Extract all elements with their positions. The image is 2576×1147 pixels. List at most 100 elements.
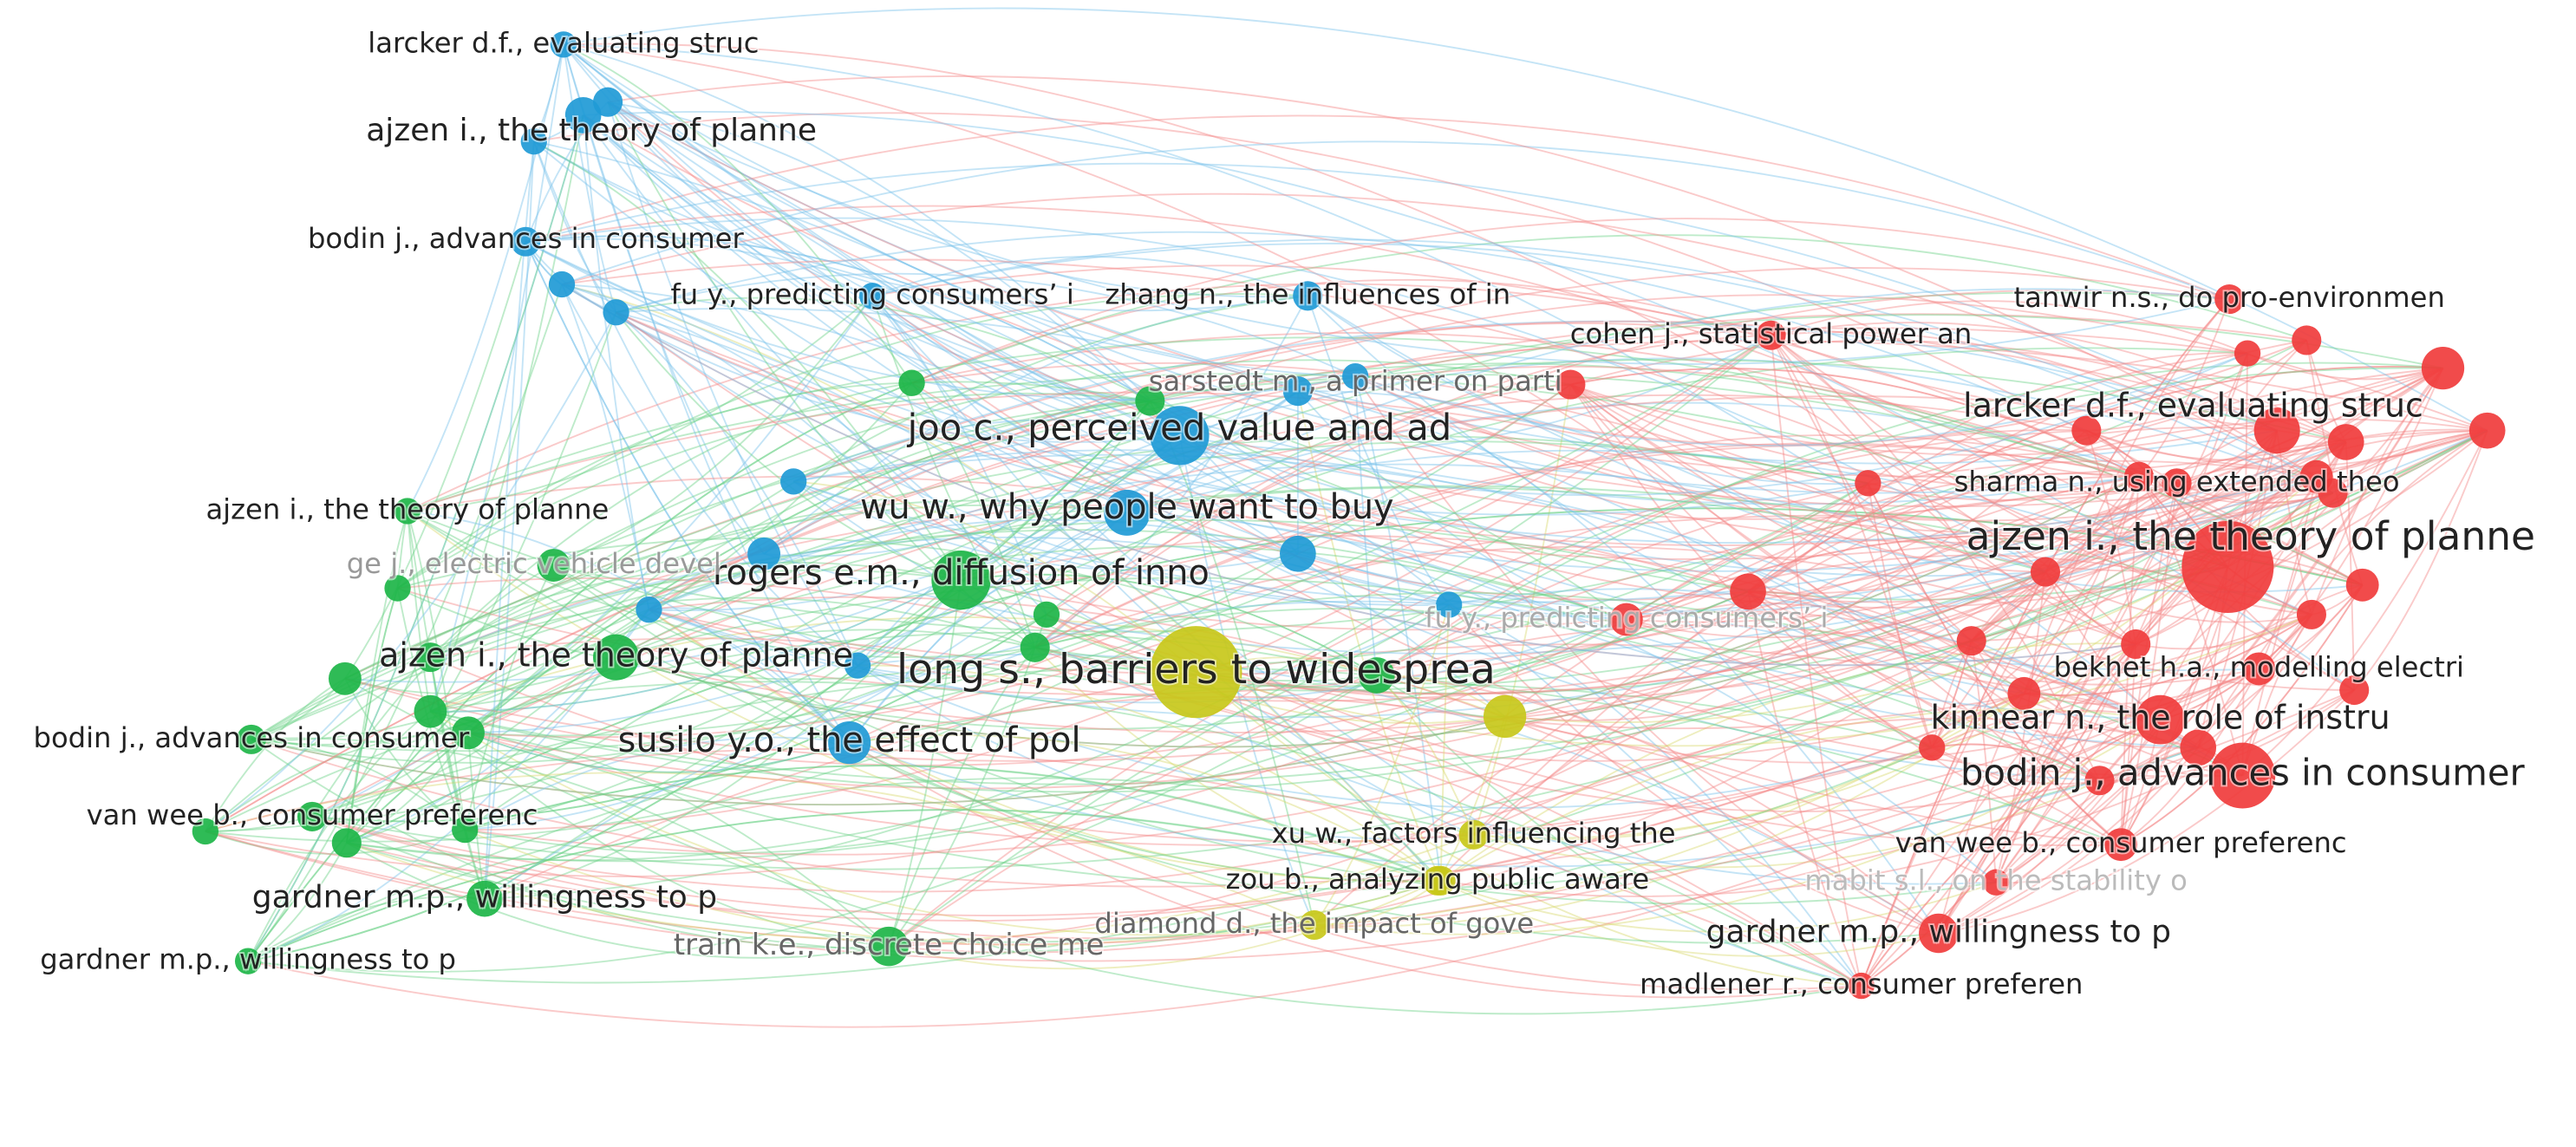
node [1483, 694, 1527, 738]
edge [561, 283, 2136, 667]
edge [1570, 383, 2488, 493]
edge [1376, 675, 1862, 987]
edge [616, 307, 2101, 782]
edge [251, 668, 2260, 888]
edge [247, 114, 584, 962]
node [1609, 603, 1643, 636]
edge [247, 441, 2347, 984]
edge [1314, 604, 1451, 926]
edge [649, 609, 851, 744]
edge [1971, 492, 2333, 642]
edge [563, 43, 913, 384]
edge [430, 637, 1862, 987]
node [2136, 694, 2186, 745]
edge [344, 390, 1299, 683]
edge [1046, 383, 1571, 616]
edge [911, 381, 1627, 621]
edge [467, 732, 850, 773]
edge [888, 879, 1438, 970]
edge [465, 512, 1128, 831]
edge [1868, 482, 2136, 645]
edge [2353, 430, 2488, 691]
edge [1938, 368, 2444, 935]
edge [792, 480, 1299, 572]
edge [205, 668, 2260, 946]
edge [251, 485, 2312, 740]
edge [205, 434, 1181, 832]
edge [1149, 400, 2228, 601]
edge [1995, 368, 2444, 883]
edge [525, 114, 2230, 300]
edge [1747, 429, 2278, 595]
edge [561, 283, 650, 610]
node [844, 652, 871, 679]
edge [247, 777, 1474, 962]
edge [1179, 352, 2248, 497]
edge [607, 101, 2346, 478]
edge [792, 475, 2317, 617]
edge [1938, 668, 2260, 935]
node [1458, 819, 1489, 850]
edge [561, 283, 1047, 616]
edge [429, 114, 584, 713]
edge [2086, 429, 2347, 461]
edge [1861, 643, 2137, 987]
edge [1126, 512, 1997, 883]
edge [2136, 614, 2312, 650]
edge [407, 44, 564, 512]
edge [2086, 339, 2307, 432]
edge [1437, 879, 1940, 957]
edge [430, 681, 1862, 987]
edge [525, 217, 2046, 573]
edge [1867, 483, 1934, 748]
node [1150, 406, 1210, 466]
edges [205, 7, 2488, 1028]
edge [2135, 367, 2443, 645]
edge [1354, 352, 2248, 446]
edge [1196, 613, 2312, 747]
edge [430, 429, 2488, 785]
edge [251, 475, 2140, 806]
edge [2086, 429, 2488, 468]
edge [561, 283, 1180, 443]
edge [1034, 383, 1571, 648]
edge [464, 736, 850, 831]
edge [583, 111, 2355, 691]
edge [616, 590, 1749, 730]
edge [562, 44, 765, 555]
edge [849, 734, 1442, 882]
node-label: van wee b., consumer preferenc [87, 798, 538, 831]
edge [2120, 430, 2279, 845]
edge [1314, 475, 2318, 926]
edge [1314, 693, 2025, 928]
edge [1354, 339, 2307, 446]
edge [1770, 335, 1934, 748]
edge [429, 656, 466, 831]
edge [1437, 475, 2140, 882]
node-label: ajzen i., the theory of planne [366, 113, 817, 148]
edge [1473, 717, 2199, 836]
node-label: bekhet h.a., modelling electri [2054, 650, 2464, 683]
edge [407, 510, 1939, 944]
edge [533, 140, 1627, 621]
node [2030, 557, 2061, 587]
edge [429, 710, 890, 948]
edge [1449, 588, 2199, 749]
node [2162, 468, 2192, 499]
edge [1034, 545, 2136, 648]
edge [1376, 675, 1940, 935]
edge [1861, 719, 2161, 987]
node-label: long s., barriers to widesprea [897, 646, 1496, 694]
edge [247, 400, 1151, 962]
edge [911, 234, 2307, 384]
node [2339, 675, 2370, 706]
edge [484, 335, 1772, 900]
edge [2138, 476, 2355, 691]
edge [467, 394, 2087, 734]
edge [911, 218, 2230, 384]
edge [849, 514, 2363, 744]
edge [344, 656, 616, 694]
edge [583, 114, 2317, 508]
